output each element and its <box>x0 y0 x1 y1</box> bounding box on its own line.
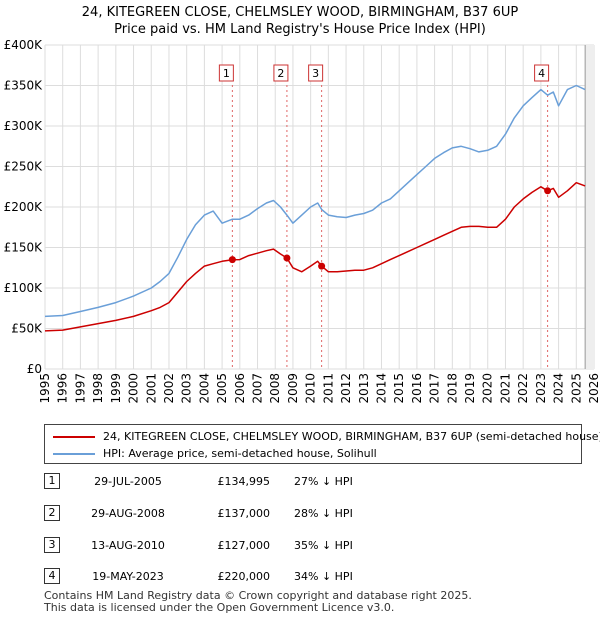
sale-point <box>283 254 291 262</box>
x-tick-label: 2017 <box>428 373 442 404</box>
sale-price: £137,000 <box>217 507 271 520</box>
x-tick-label: 2005 <box>215 373 229 404</box>
x-tick-label: 2002 <box>162 373 176 404</box>
sale-point <box>318 262 326 270</box>
y-tick-label: £100K <box>4 281 44 295</box>
sale-row: 2 29-AUG-2008 £137,000 28% ↓ HPI <box>44 504 444 524</box>
x-tick-label: 2006 <box>233 373 247 404</box>
sale-marker-number: 4 <box>538 67 545 80</box>
x-tick-label: 2018 <box>445 373 459 404</box>
y-tick-label: £400K <box>4 38 44 52</box>
x-tick-label: 2021 <box>498 373 512 404</box>
x-tick-label: 2019 <box>463 373 477 404</box>
x-tick-label: 2013 <box>357 373 371 404</box>
sale-date: 29-AUG-2008 <box>91 507 165 520</box>
sale-marker-box <box>308 64 324 82</box>
sale-hpi-diff: 28% ↓ HPI <box>294 507 353 520</box>
x-tick-label: 2024 <box>552 373 566 404</box>
series-line-hpi <box>44 84 586 318</box>
x-tick-label: 2015 <box>392 373 406 404</box>
legend-property-swatch <box>53 436 95 438</box>
sale-point <box>544 187 552 195</box>
x-tick-label: 2016 <box>410 373 424 404</box>
x-tick-label: 2023 <box>534 373 548 404</box>
sale-marker-number: 2 <box>277 67 284 80</box>
sale-price: £134,995 <box>217 475 271 488</box>
x-tick-label: 2004 <box>197 373 211 404</box>
legend-hpi-swatch <box>53 453 95 455</box>
x-tick-label: 2026 <box>587 373 600 404</box>
y-axis-ticks: £0 £50K £100K £150K £200K £250K £300K £350K £400… <box>4 38 44 376</box>
footer-line1: Contains HM Land Registry data © Crown c… <box>44 589 472 602</box>
x-tick-label: 2007 <box>251 373 265 404</box>
y-tick-label: £350K <box>4 79 44 93</box>
x-tick-label: 2020 <box>481 373 495 404</box>
sale-price: £127,000 <box>217 539 271 552</box>
sale-points <box>228 187 552 270</box>
x-tick-label: 2003 <box>180 373 194 404</box>
sale-hpi-diff: 27% ↓ HPI <box>294 475 353 488</box>
y-tick-label: £300K <box>4 119 44 133</box>
x-tick-label: 1996 <box>56 373 70 404</box>
x-tick-label: 2010 <box>304 373 318 404</box>
attribution-footer: Contains HM Land Registry data © Crown c… <box>44 590 472 614</box>
footer-line2: This data is licensed under the Open Gov… <box>44 601 395 614</box>
sale-hpi-diff: 34% ↓ HPI <box>294 570 353 583</box>
sale-marker-labels: 1 2 3 4 <box>218 64 550 82</box>
x-tick-label: 2012 <box>339 373 353 404</box>
sale-date: 13-AUG-2010 <box>91 539 165 552</box>
legend-item-hpi: HPI: Average price, semi-detached house,… <box>53 446 377 462</box>
sale-row: 4 19-MAY-2023 £220,000 34% ↓ HPI <box>44 567 444 587</box>
sale-date: 19-MAY-2023 <box>92 570 164 583</box>
y-tick-label: £50K <box>11 322 43 336</box>
sale-number-badge: 4 <box>44 568 60 584</box>
x-tick-label: 1999 <box>109 373 123 404</box>
projection-region <box>585 45 594 369</box>
sale-marker-box <box>273 64 289 82</box>
sale-marker-box <box>534 64 550 82</box>
x-tick-label: 2000 <box>127 373 141 404</box>
legend-property-label: 24, KITEGREEN CLOSE, CHELMSLEY WOOD, BIR… <box>103 430 600 443</box>
sale-marker-number: 3 <box>312 67 319 80</box>
x-tick-label: 1997 <box>73 373 87 404</box>
y-tick-label: £0 <box>27 362 42 376</box>
x-tick-label: 2011 <box>321 373 335 404</box>
y-tick-label: £200K <box>4 200 44 214</box>
sale-hpi-diff: 35% ↓ HPI <box>294 539 353 552</box>
x-tick-label: 2001 <box>144 373 158 404</box>
legend-item-property: 24, KITEGREEN CLOSE, CHELMSLEY WOOD, BIR… <box>53 429 600 445</box>
sale-row: 1 29-JUL-2005 £134,995 27% ↓ HPI <box>44 472 444 492</box>
sale-marker-lines <box>231 85 549 369</box>
sale-number-badge: 1 <box>44 473 60 489</box>
sale-point <box>228 256 236 264</box>
projection-shade <box>584 45 594 369</box>
chart-title-line2: Price paid vs. HM Land Registry's House … <box>114 22 486 37</box>
y-tick-label: £250K <box>4 160 44 174</box>
x-tick-label: 2025 <box>569 373 583 404</box>
x-tick-label: 2014 <box>374 373 388 404</box>
x-tick-label: 2009 <box>286 373 300 404</box>
chart-title-line1: 24, KITEGREEN CLOSE, CHELMSLEY WOOD, BIR… <box>81 5 519 20</box>
sale-row: 3 13-AUG-2010 £127,000 35% ↓ HPI <box>44 536 444 556</box>
x-axis-ticks: 1995 1996 1997 1998 1999 2000 2001 2002 2003 2004… <box>38 373 600 404</box>
price-chart: £0 £50K £100K £150K £200K £250K £300K £350K £400… <box>4 38 600 404</box>
legend-hpi-label: HPI: Average price, semi-detached house,… <box>103 447 377 460</box>
sale-marker-number: 1 <box>223 67 230 80</box>
x-tick-label: 1995 <box>38 373 52 404</box>
x-tick-label: 2022 <box>516 373 530 404</box>
sale-marker-box <box>218 64 234 82</box>
series-line-property <box>44 181 586 332</box>
chart-legend: 24, KITEGREEN CLOSE, CHELMSLEY WOOD, BIR… <box>44 424 600 464</box>
x-tick-label: 2008 <box>268 373 282 404</box>
sale-number-badge: 2 <box>44 505 60 521</box>
chart-title: 24, KITEGREEN CLOSE, CHELMSLEY WOOD, BIR… <box>0 4 600 38</box>
sale-date: 29-JUL-2005 <box>94 475 162 488</box>
series-lines <box>44 84 586 332</box>
x-tick-label: 1998 <box>91 373 105 404</box>
sale-price: £220,000 <box>217 570 271 583</box>
y-tick-label: £150K <box>4 241 44 255</box>
sale-number-badge: 3 <box>44 537 60 553</box>
